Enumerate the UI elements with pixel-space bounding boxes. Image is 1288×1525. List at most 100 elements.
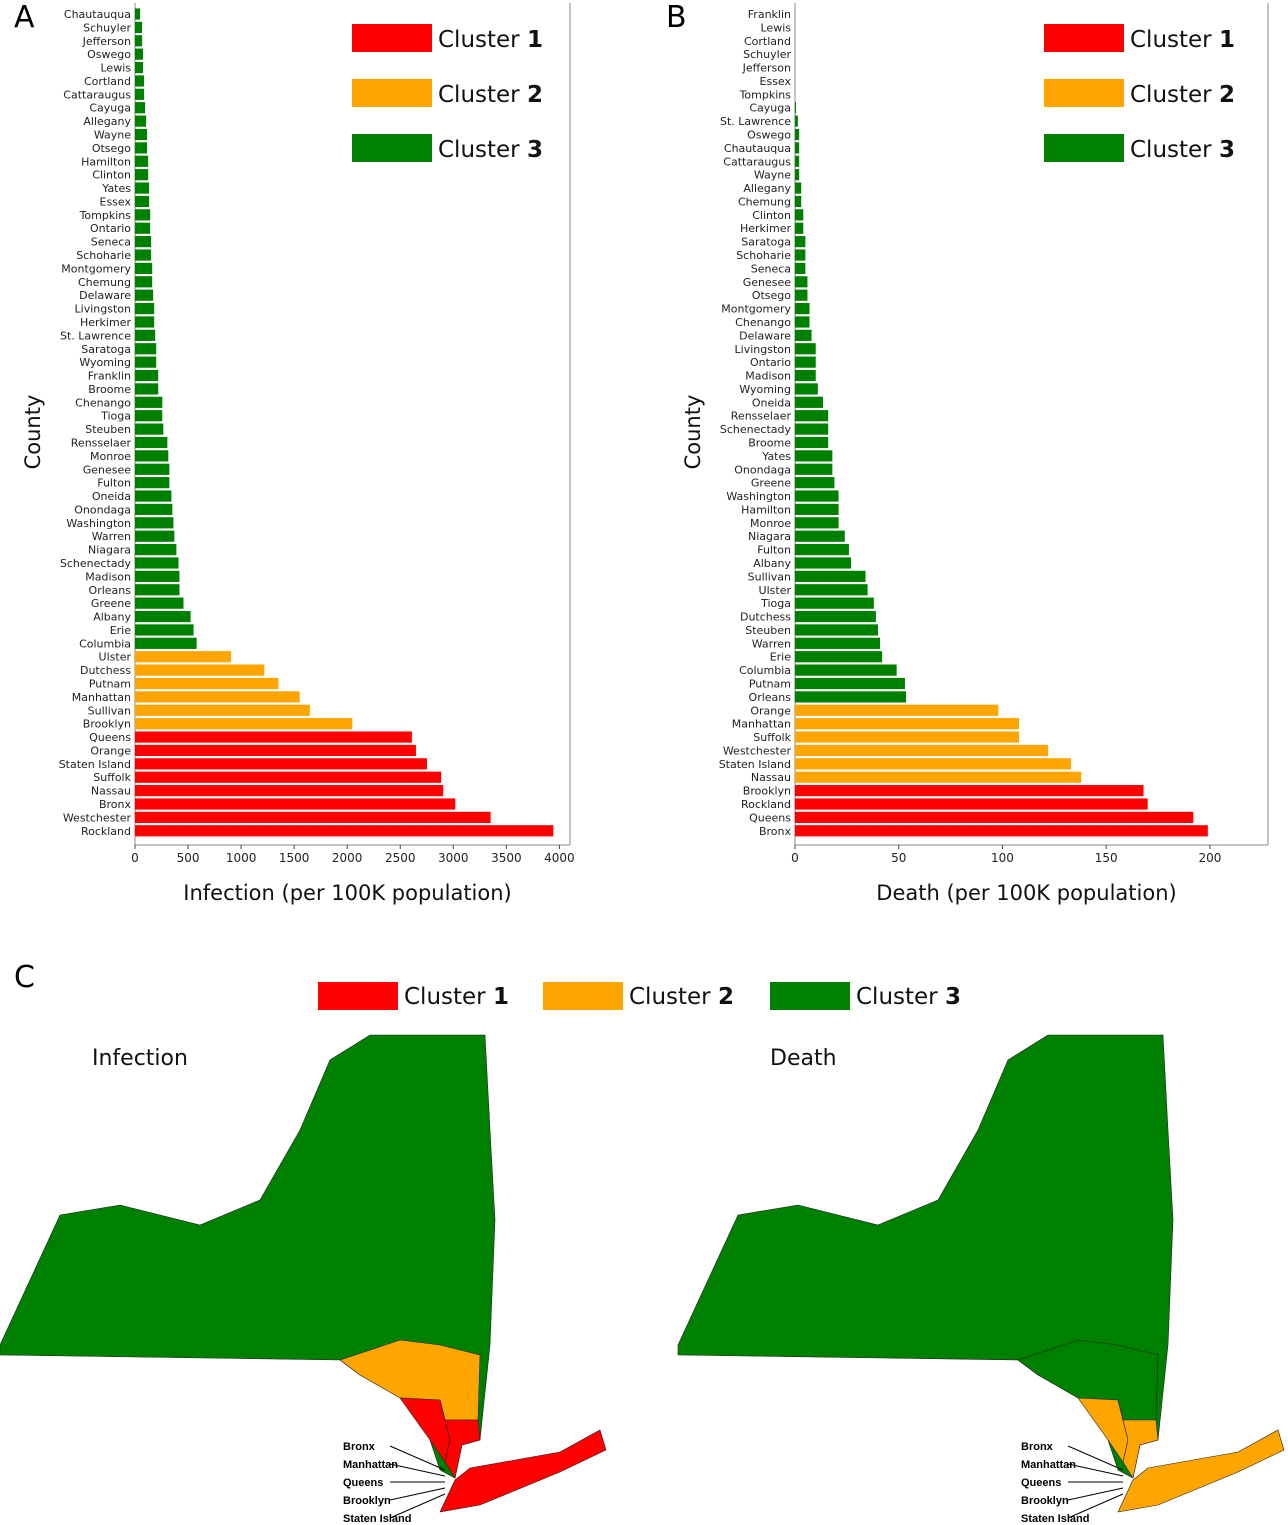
bar-rockland (135, 825, 554, 837)
x-tick-label: 3500 (491, 851, 522, 865)
map-legend-swatch (543, 982, 623, 1010)
bar-yates (135, 182, 150, 194)
y-tick-label: Staten Island (719, 758, 791, 771)
y-tick-label: Tioga (760, 597, 791, 610)
y-tick-label: St. Lawrence (720, 115, 791, 128)
y-tick-label: Warren (92, 530, 131, 543)
bar-dutchess (135, 664, 265, 676)
y-tick-label: Montgomery (61, 262, 131, 275)
bar-lewis (135, 61, 144, 74)
y-tick-label: Yates (761, 450, 791, 463)
y-tick-label: Livingston (735, 343, 791, 356)
bar-montgomery (135, 262, 153, 275)
bar-brooklyn (795, 785, 1144, 797)
y-tick-label: Washington (66, 517, 131, 530)
bar-staten-island (135, 758, 427, 770)
y-tick-label: Manhattan (732, 718, 791, 731)
bar-livingston (135, 302, 155, 315)
map-legend-swatch (770, 982, 850, 1010)
map-title: Infection (92, 1046, 188, 1071)
y-tick-label: Oneida (92, 490, 131, 503)
callout-label: Staten Island (1021, 1513, 1089, 1525)
y-tick-label: Onondaga (74, 503, 131, 516)
panel-label-a: A (14, 0, 35, 35)
y-tick-label: Orange (90, 744, 131, 757)
y-tick-label: Ulster (759, 584, 792, 597)
bar-ulster (795, 584, 868, 596)
y-tick-label: Washington (726, 490, 791, 503)
y-tick-label: Rockland (81, 825, 131, 838)
map-legend-label: Cluster 1 (404, 984, 509, 1010)
bar-st-lawrence (795, 115, 798, 127)
bar-schoharie (135, 249, 152, 261)
y-axis-title: County (681, 395, 705, 470)
y-tick-label: Wyoming (739, 383, 791, 396)
callout-line (1067, 1445, 1124, 1471)
legend-swatch (1044, 79, 1124, 107)
bar-madison (135, 570, 180, 582)
y-tick-label: Saratoga (741, 236, 791, 249)
bar-herkimer (135, 316, 155, 328)
map-infection: Infection Bronx Manhattan Queens Brooklyn Sta… (0, 1034, 607, 1525)
y-tick-label: Greene (91, 597, 131, 610)
callout-label: Manhattan (343, 1459, 398, 1471)
bar-albany (795, 557, 852, 569)
bar-queens (795, 811, 1194, 823)
y-tick-label: Greene (751, 477, 791, 490)
y-tick-label: Erie (770, 651, 792, 664)
y-tick-label: Hamilton (741, 503, 791, 516)
y-axis-title: County (21, 395, 45, 470)
callout-label: Brooklyn (343, 1495, 391, 1507)
y-tick-label: Monroe (90, 450, 131, 463)
y-tick-label: St. Lawrence (60, 329, 131, 342)
legend-swatch (1044, 134, 1124, 162)
long-island-counties (439, 1429, 607, 1513)
y-tick-label: Wayne (754, 169, 791, 182)
y-tick-label: Broome (748, 436, 791, 449)
y-tick-label: Suffolk (753, 731, 791, 744)
x-tick-label: 50 (891, 851, 906, 865)
y-tick-label: Madison (85, 570, 131, 583)
y-tick-label: Westchester (63, 811, 132, 824)
y-tick-label: Onondaga (734, 463, 791, 476)
x-tick-label: 500 (177, 851, 200, 865)
bar-franklin (135, 369, 159, 382)
bar-bronx (795, 825, 1208, 837)
bar-tioga (135, 410, 163, 422)
y-tick-label: Essex (760, 75, 792, 88)
y-tick-label: Warren (752, 637, 791, 650)
bar-st-lawrence (135, 329, 156, 341)
x-axis-title: Death (per 100K population) (876, 881, 1176, 905)
bar-warren (135, 530, 175, 542)
y-tick-label: Chautauqua (724, 142, 791, 155)
bar-delaware (795, 329, 812, 341)
bar-cortland (135, 75, 145, 87)
y-tick-label: Orange (750, 704, 791, 717)
y-tick-label: Steuben (745, 624, 791, 637)
bar-onondaga (135, 503, 173, 516)
callout-label: Bronx (343, 1441, 376, 1453)
bar-staten-island (795, 758, 1071, 770)
y-tick-label: Genesee (83, 463, 132, 476)
westchester-putnam-counties (439, 1399, 481, 1479)
y-tick-label: Ontario (750, 356, 791, 369)
y-tick-label: Franklin (88, 370, 131, 383)
bar-chenango (135, 396, 163, 408)
legend-label: Cluster 1 (1130, 27, 1235, 53)
y-tick-label: Seneca (751, 262, 791, 275)
y-tick-label: Ulster (99, 651, 132, 664)
y-tick-label: Nassau (751, 771, 791, 784)
bar-queens (135, 731, 412, 743)
bar-albany (135, 610, 191, 623)
y-tick-label: Schuyler (83, 21, 131, 34)
bar-suffolk (795, 731, 1020, 743)
y-tick-label: Suffolk (93, 771, 131, 784)
y-tick-label: Essex (100, 195, 132, 208)
y-tick-label: Oswego (747, 129, 791, 142)
y-tick-label: Queens (749, 811, 791, 824)
legend-label: Cluster 1 (438, 27, 543, 53)
y-tick-label: Broome (88, 383, 131, 396)
bar-montgomery (795, 302, 810, 315)
y-tick-label: Orleans (89, 584, 132, 597)
